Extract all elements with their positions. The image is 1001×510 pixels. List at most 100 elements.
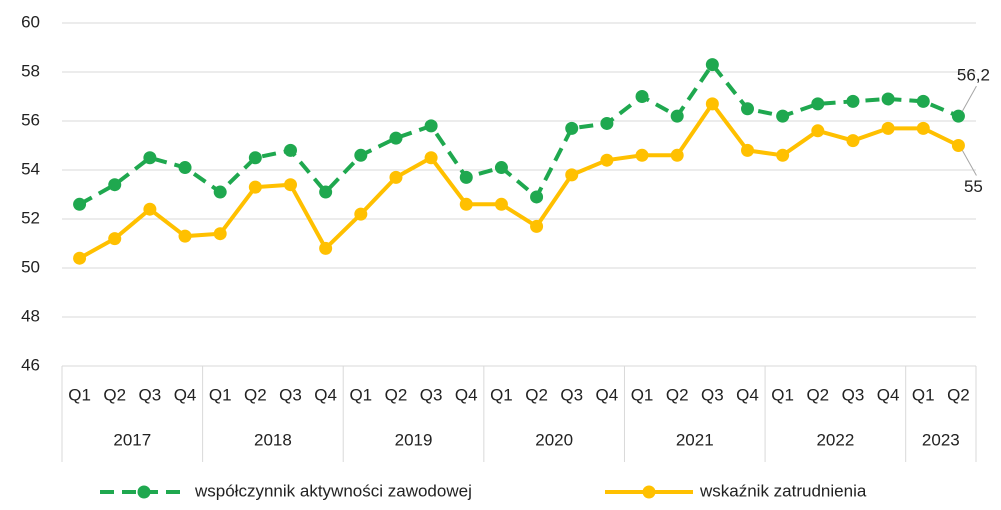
legend-marker [642,485,656,499]
x-tick-label: Q3 [842,385,865,404]
y-tick-label: 60 [21,12,40,31]
x-tick-label: Q3 [139,385,162,404]
point [73,197,87,211]
y-tick-label: 52 [21,208,40,227]
point [565,168,579,182]
x-tick-label: Q4 [877,385,900,404]
x-tick-label: Q4 [455,385,478,404]
point [916,94,930,108]
label-leader [961,150,977,176]
x-group-label: 2022 [816,430,854,449]
point [424,151,438,165]
point [108,232,122,246]
x-tick-label: Q2 [525,385,548,404]
y-tick-label: 56 [21,110,40,129]
point [108,178,122,192]
x-tick-label: Q4 [596,385,619,404]
point [248,180,262,194]
point [705,97,719,111]
point [178,229,192,243]
series-line [78,100,960,260]
x-group-label: 2023 [922,430,960,449]
point [284,143,297,157]
x-tick-label: Q1 [349,385,372,404]
point [494,161,508,175]
x-tick-label: Q4 [174,385,197,404]
point [705,58,719,72]
x-group-label: 2018 [254,430,292,449]
x-group-label: 2017 [113,430,151,449]
point [143,202,157,216]
point [600,153,614,167]
data-label: 55 [964,177,983,196]
point [916,121,930,135]
x-tick-label: Q1 [490,385,513,404]
x-tick-label: Q1 [771,385,794,404]
point [494,197,508,211]
x-tick-label: Q2 [806,385,829,404]
x-tick-label: Q2 [947,385,970,404]
point [248,151,262,165]
point [424,119,438,133]
point [178,161,192,175]
x-tick-label: Q2 [244,385,267,404]
point [846,94,860,108]
point [741,102,754,116]
x-tick-label: Q4 [736,385,759,404]
point [319,185,333,199]
point [530,190,544,204]
point [741,143,754,157]
point [811,97,825,111]
x-group-label: 2019 [395,430,433,449]
point [635,148,649,162]
legend-label: współczynnik aktywności zawodowej [194,481,472,500]
x-tick-label: Q4 [314,385,337,404]
x-tick-label: Q3 [701,385,724,404]
x-tick-label: Q1 [912,385,935,404]
point [635,90,649,103]
x-tick-label: Q3 [279,385,302,404]
point [319,241,333,255]
point [951,139,965,152]
point [951,109,965,123]
point [776,109,790,123]
point [389,131,403,145]
point [459,170,473,184]
x-tick-label: Q1 [68,385,91,404]
point [811,124,825,138]
point [881,121,895,135]
point [354,148,368,162]
point [389,170,403,184]
point [881,92,895,106]
x-tick-label: Q2 [385,385,408,404]
point [354,207,368,221]
x-tick-label: Q2 [666,385,689,404]
point [600,116,614,130]
point [530,219,544,233]
legend-label: wskaźnik zatrudnienia [699,481,867,500]
x-group-label: 2021 [676,430,714,449]
point [846,134,860,148]
y-tick-label: 46 [21,355,40,374]
data-label: 56,2 [957,66,990,85]
x-tick-label: Q3 [560,385,583,404]
x-tick-label: Q1 [209,385,232,404]
x-tick-label: Q3 [420,385,443,404]
point [213,227,227,241]
point [143,151,157,165]
point [459,197,473,211]
x-tick-label: Q1 [631,385,654,404]
label-leader [961,85,977,112]
y-tick-label: 54 [21,159,40,178]
legend-marker [137,485,151,499]
point [670,109,684,123]
y-tick-label: 50 [21,257,40,276]
point [565,121,579,135]
x-tick-label: Q2 [103,385,126,404]
point [670,148,684,162]
point [73,251,87,265]
point [776,148,790,162]
point [284,178,297,192]
point [213,185,227,199]
